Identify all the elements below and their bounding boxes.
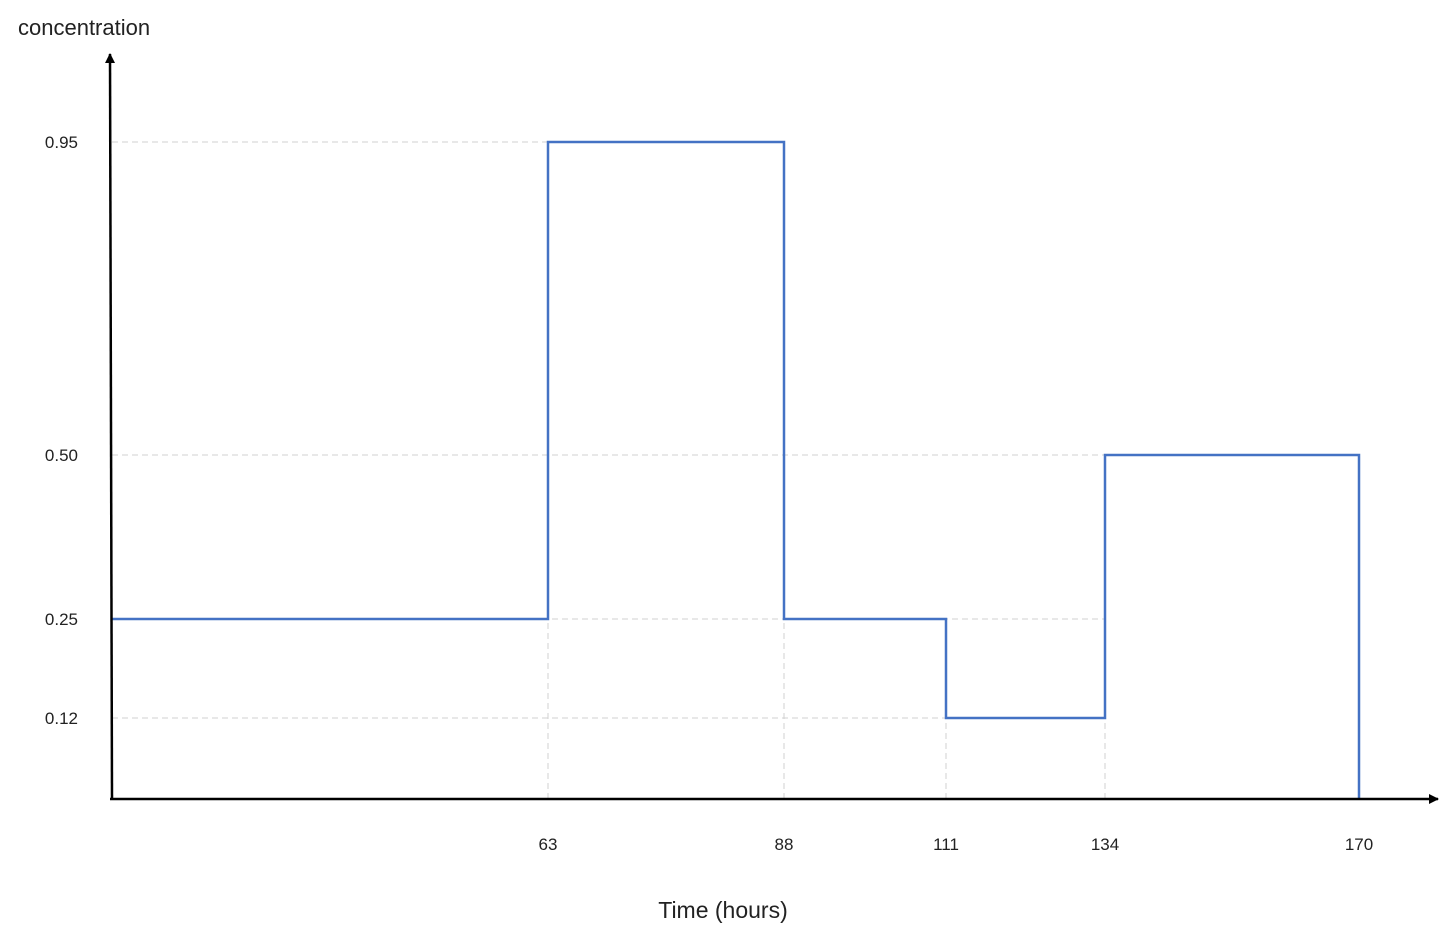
- x-tick-label: 111: [933, 835, 959, 854]
- y-tick-label: 0.12: [45, 709, 78, 728]
- x-tick-label: 170: [1345, 835, 1373, 854]
- x-tick-labels: 63 88 111 134 170: [539, 835, 1374, 854]
- x-tick-label: 63: [539, 835, 558, 854]
- x-axis-label: Time (hours): [658, 897, 788, 923]
- y-axis: [105, 53, 116, 801]
- y-tick-labels: 0.95 0.50 0.25 0.12: [45, 133, 78, 728]
- grid-guides: [112, 141, 1359, 799]
- y-tick-label: 0.95: [45, 133, 78, 152]
- step-series-line: [112, 140, 1361, 799]
- x-tick-label: 88: [775, 835, 794, 854]
- x-tick-label: 134: [1091, 835, 1119, 854]
- series-group: [112, 140, 1361, 799]
- y-axis-label: concentration: [18, 15, 150, 40]
- y-tick-label: 0.50: [45, 446, 78, 465]
- y-tick-label: 0.25: [45, 610, 78, 629]
